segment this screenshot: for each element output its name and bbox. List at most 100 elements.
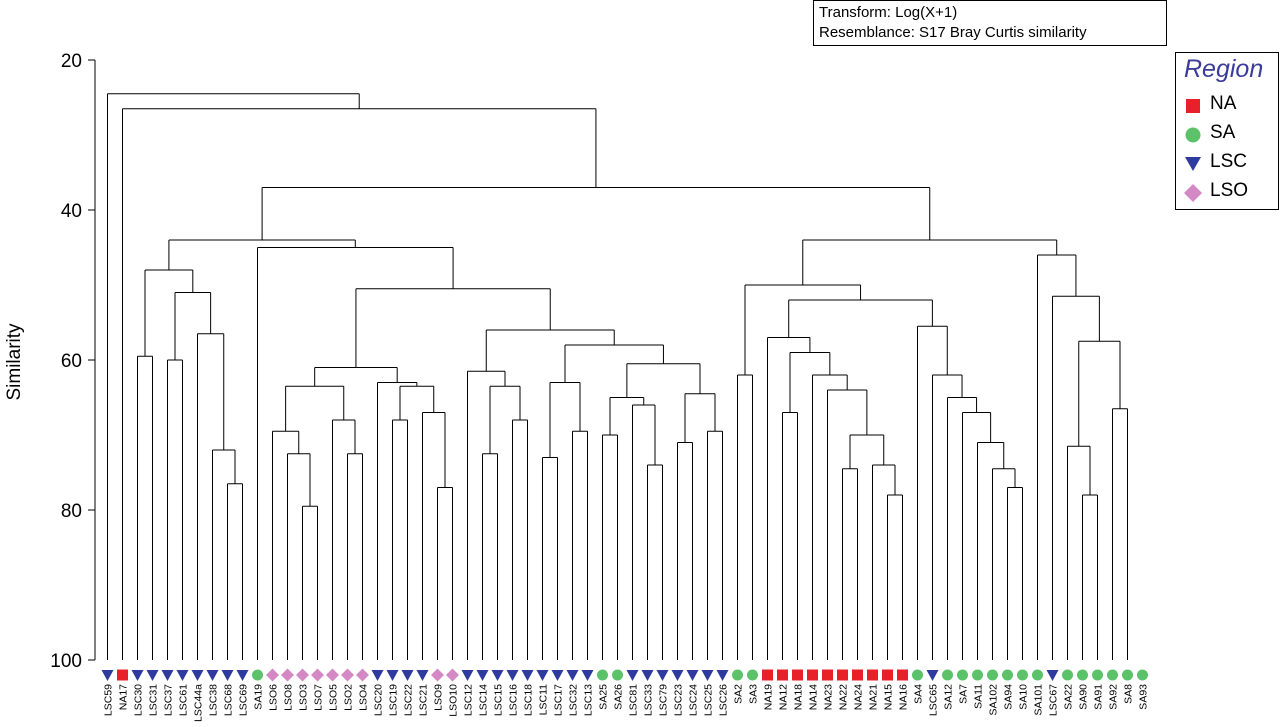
leaf-label: LSC81 bbox=[628, 684, 640, 716]
leaf-marker-lsc bbox=[461, 670, 474, 681]
leaf-label: SA8 bbox=[1123, 684, 1135, 704]
leaf-marker-lso bbox=[281, 668, 294, 682]
leaf-label: LSO8 bbox=[283, 684, 295, 711]
leaf-marker-lsc bbox=[236, 670, 249, 681]
leaf-marker-na bbox=[897, 669, 908, 681]
leaf-marker-sa bbox=[732, 669, 743, 681]
leaf-marker-lsc bbox=[476, 670, 489, 681]
leaf-label: LSC59 bbox=[103, 684, 115, 716]
leaf-marker-na bbox=[792, 669, 803, 681]
leaf-label: SA102 bbox=[988, 684, 1000, 716]
leaf-label: LSC61 bbox=[178, 684, 190, 716]
legend-title: Region bbox=[1184, 55, 1264, 83]
triangle-down-marker-icon bbox=[1185, 157, 1201, 171]
info-box: Transform: Log(X+1) Resemblance: S17 Bra… bbox=[813, 0, 1167, 46]
legend-label: NA bbox=[1210, 93, 1237, 114]
leaf-marker-sa bbox=[987, 669, 998, 681]
leaf-label: LSO4 bbox=[358, 684, 370, 711]
circle-marker-icon bbox=[1185, 127, 1201, 143]
leaf-marker-sa bbox=[1017, 669, 1028, 681]
leaf-marker-lso bbox=[341, 668, 354, 682]
leaf-label: LSC67 bbox=[1048, 684, 1060, 716]
leaf-marker-sa bbox=[597, 669, 608, 681]
leaf-label: LSC44a bbox=[193, 684, 205, 722]
resemblance-text: Resemblance: S17 Bray Curtis similarity bbox=[819, 24, 1087, 41]
leaf-label: NA19 bbox=[763, 684, 775, 710]
leaf-label: LSC25 bbox=[703, 684, 715, 716]
leaf-marker-na bbox=[777, 669, 788, 681]
leaf-marker-sa bbox=[912, 669, 923, 681]
leaf-marker-lsc bbox=[581, 670, 594, 681]
y-axis-label: Similarity bbox=[4, 323, 25, 401]
leaf-marker-sa bbox=[1032, 669, 1043, 681]
leaf-marker-lsc bbox=[671, 670, 684, 681]
leaf-marker-sa bbox=[1092, 669, 1103, 681]
leaf-label: SA25 bbox=[598, 684, 610, 710]
leaf-label: LSC26 bbox=[718, 684, 730, 716]
leaf-label: SA91 bbox=[1093, 684, 1105, 710]
leaf-label: LSO7 bbox=[313, 684, 325, 711]
leaf-label: LSC15 bbox=[493, 684, 505, 716]
leaf-label: LSC13 bbox=[583, 684, 595, 716]
y-tick-label: 80 bbox=[61, 501, 82, 522]
leaf-label: SA93 bbox=[1138, 684, 1150, 710]
leaf-marker-lsc bbox=[686, 670, 699, 681]
leaf-label: NA18 bbox=[793, 684, 805, 710]
leaf-marker-na bbox=[117, 669, 128, 681]
leaf-marker-sa bbox=[252, 669, 263, 681]
leaf-marker-lsc bbox=[536, 670, 549, 681]
y-tick-label: 100 bbox=[50, 651, 82, 672]
leaf-marker-sa bbox=[1137, 669, 1148, 681]
leaf-label: SA3 bbox=[748, 684, 760, 704]
diamond-marker-icon bbox=[1184, 184, 1202, 202]
leaf-label: SA92 bbox=[1108, 684, 1120, 710]
leaf-label: SA26 bbox=[613, 684, 625, 710]
leaf-label: LSC79 bbox=[658, 684, 670, 716]
leaf-marker-na bbox=[762, 669, 773, 681]
leaf-label: NA14 bbox=[808, 684, 820, 710]
leaf-label: NA17 bbox=[118, 684, 130, 710]
leaf-marker-sa bbox=[1107, 669, 1118, 681]
leaf-marker-lsc bbox=[191, 670, 204, 681]
dendrogram-branches bbox=[107, 93, 1128, 660]
leaf-label: LSC33 bbox=[643, 684, 655, 716]
leaf-marker-lso bbox=[326, 668, 339, 682]
leaf-label: LSC30 bbox=[133, 684, 145, 716]
leaf-marker-lsc bbox=[641, 670, 654, 681]
leaf-label: NA23 bbox=[823, 684, 835, 710]
leaf-marker-sa bbox=[1062, 669, 1073, 681]
leaf-marker-sa bbox=[747, 669, 758, 681]
leaf-label: LSC65 bbox=[928, 684, 940, 716]
leaf-marker-na bbox=[807, 669, 818, 681]
leaf-marker-lsc bbox=[566, 670, 579, 681]
leaf-marker-sa bbox=[612, 669, 623, 681]
leaf-label: LSC24 bbox=[688, 684, 700, 716]
leaf-label: LSC31 bbox=[148, 684, 160, 716]
leaf-label: LSC18 bbox=[523, 684, 535, 716]
leaf-marker-lso bbox=[266, 668, 279, 682]
leaf-label: LSC17 bbox=[553, 684, 565, 716]
leaf-marker-lsc bbox=[716, 670, 729, 681]
leaf-label: NA12 bbox=[778, 684, 790, 710]
leaf-label: SA22 bbox=[1063, 684, 1075, 710]
legend-item-na: NA bbox=[1184, 91, 1279, 121]
leaf-label: LSC68 bbox=[223, 684, 235, 716]
leaf-marker-sa bbox=[1122, 669, 1133, 681]
leaf-marker-sa bbox=[942, 669, 953, 681]
y-tick-label: 20 bbox=[61, 51, 82, 72]
leaf-marker-sa bbox=[972, 669, 983, 681]
leaf-label: NA24 bbox=[853, 684, 865, 710]
leaf-label: SA2 bbox=[733, 684, 745, 704]
leaf-label: SA11 bbox=[973, 684, 985, 709]
leaf-marker-na bbox=[822, 669, 833, 681]
leaf-marker-sa bbox=[1077, 669, 1088, 681]
leaf-label: NA15 bbox=[883, 684, 895, 710]
leaf-marker-lsc bbox=[401, 670, 414, 681]
legend-label: LSO bbox=[1210, 180, 1249, 201]
leaf-label: NA22 bbox=[838, 684, 850, 710]
leaf-label: LSC37 bbox=[163, 684, 175, 716]
leaf-marker-lsc bbox=[101, 670, 114, 681]
legend-item-sa: SA bbox=[1184, 120, 1279, 150]
leaf-label: SA90 bbox=[1078, 684, 1090, 710]
y-axis: 20 40 60 80 100 bbox=[50, 51, 96, 672]
